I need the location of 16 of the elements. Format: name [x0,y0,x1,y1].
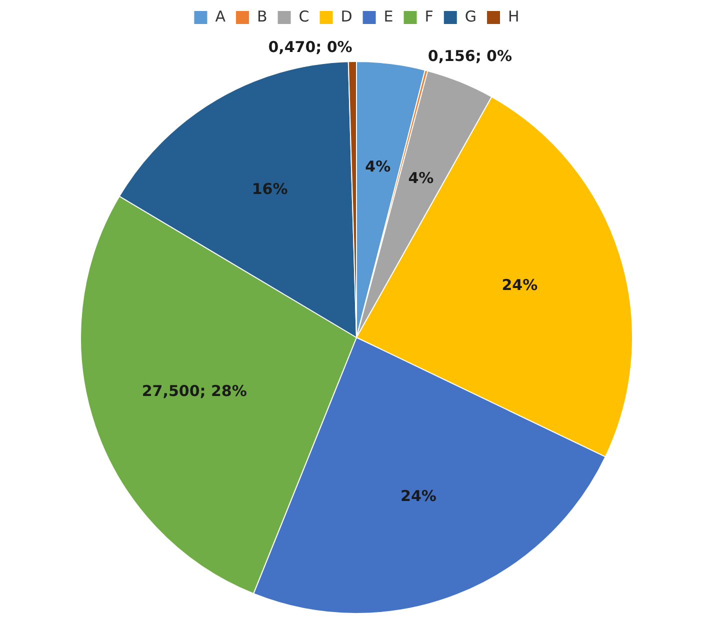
data-label: 4% [365,158,391,176]
data-label: 24% [400,486,436,505]
legend-label: G [464,7,477,26]
data-label: 16% [252,180,288,198]
legend-label: B [256,7,268,26]
legend-label: H [508,7,520,26]
legend-label: C [298,7,310,26]
data-label: 0,156; 0% [428,47,512,66]
legend-label: A [215,7,226,26]
data-label: 27,500; 28% [142,382,247,400]
data-label: 4% [408,168,434,187]
data-label: 0,470; 0% [268,38,352,56]
legend-label: E [384,7,394,26]
legend-label: D [340,7,352,26]
data-label: 24% [502,276,538,294]
legend-label: F [424,7,434,26]
